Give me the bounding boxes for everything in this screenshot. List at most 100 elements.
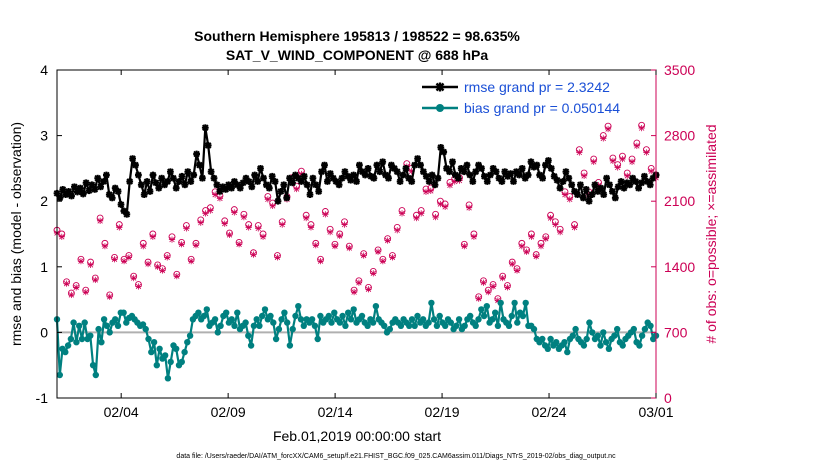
- rmse-point: [143, 178, 151, 185]
- rmse-point: [300, 172, 308, 180]
- obs-assimilated-marker: [303, 214, 310, 222]
- y-right-tick-label: 2100: [664, 193, 695, 209]
- rmse-point: [355, 161, 363, 169]
- bias-point: [539, 335, 546, 343]
- obs-assimilated-marker: [231, 209, 238, 216]
- rmse-point: [469, 178, 477, 185]
- obs-assimilated-marker: [192, 242, 200, 249]
- rmse-point: [323, 178, 331, 185]
- bias-point: [342, 322, 349, 329]
- obs-assimilated-marker: [322, 211, 329, 218]
- rmse-point: [646, 181, 654, 189]
- bias-point: [100, 316, 108, 323]
- obs-assimilated-marker: [350, 288, 358, 296]
- rmse-point: [198, 174, 206, 182]
- x-tick-label: 02/19: [425, 404, 460, 420]
- obs-assimilated-marker: [82, 288, 89, 296]
- rmse-series: [53, 124, 660, 218]
- y-right-tick-label: 3500: [664, 62, 695, 78]
- rmse-point: [146, 187, 154, 195]
- obs-assimilated-marker: [235, 241, 243, 248]
- obs-assimilated-marker: [159, 267, 166, 274]
- y-tick-label: 3: [40, 128, 48, 144]
- y-tick-label: 4: [40, 62, 48, 78]
- obs-assimilated-marker: [518, 243, 525, 250]
- obs-assimilated-marker: [221, 220, 228, 227]
- obs-assimilated-marker: [216, 195, 224, 202]
- obs-assimilated-marker: [604, 125, 612, 133]
- obs-assimilated-marker: [164, 254, 171, 261]
- bias-point: [372, 303, 380, 310]
- bias-point: [350, 306, 357, 313]
- bias-point: [600, 329, 607, 336]
- obs-assimilated-marker: [97, 217, 104, 225]
- obs-assimilated-marker: [542, 235, 549, 242]
- rmse-point: [126, 178, 134, 185]
- bias-point: [505, 322, 513, 329]
- rmse-point: [265, 184, 273, 192]
- obs-assimilated-marker: [77, 258, 85, 265]
- bias-point: [153, 362, 160, 369]
- obs-assimilated-marker: [202, 210, 209, 217]
- obs-assimilated-marker: [576, 149, 583, 156]
- rmse-point: [626, 181, 634, 189]
- bias-point: [442, 322, 449, 329]
- obs-assimilated-marker: [355, 279, 363, 286]
- rmse-point: [449, 158, 456, 166]
- bias-point: [508, 312, 515, 320]
- legend: rmse grand pr = 2.3242 bias grand pr = 0…: [422, 79, 620, 116]
- obs-assimilated-marker: [264, 196, 271, 203]
- bias-point: [112, 316, 119, 323]
- rmse-point: [190, 171, 198, 179]
- obs-assimilated-marker: [580, 172, 588, 180]
- rmse-point: [396, 178, 404, 185]
- rmse-point: [620, 184, 628, 192]
- bias-point: [455, 316, 463, 323]
- rmse-point: [606, 181, 613, 189]
- rmse-point: [591, 181, 599, 189]
- bias-point: [92, 371, 100, 379]
- rmse-point: [498, 178, 506, 185]
- bias-point: [522, 299, 529, 307]
- obs-assimilated-marker: [384, 237, 391, 244]
- obs-assimilated-marker: [307, 224, 315, 231]
- bias-point: [336, 319, 344, 326]
- bias-point: [419, 316, 427, 323]
- rmse-point: [559, 178, 567, 185]
- rmse-point: [155, 184, 163, 192]
- rmse-point: [431, 181, 439, 189]
- rmse-point: [100, 178, 107, 185]
- bias-point: [339, 312, 346, 320]
- y-axis-label: rmse and bias (model - observation): [8, 122, 24, 346]
- y-tick-label: 1: [40, 259, 48, 275]
- bias-point: [433, 322, 441, 329]
- bias-point: [162, 352, 169, 359]
- rmse-point: [341, 168, 349, 176]
- rmse-point: [638, 179, 645, 187]
- bias-point: [572, 325, 579, 333]
- bias-point: [561, 339, 568, 346]
- bias-point: [295, 303, 302, 310]
- bias-point: [231, 322, 238, 329]
- bias-point: [267, 312, 274, 320]
- obs-assimilated-marker: [446, 182, 454, 189]
- bias-point: [347, 316, 355, 323]
- rmse-point: [577, 181, 584, 189]
- obs-assimilated-marker: [513, 267, 521, 274]
- obs-assimilated-marker: [528, 233, 535, 240]
- bias-point: [472, 322, 479, 329]
- obs-assimilated-marker: [245, 224, 252, 231]
- y-axis-right-label: # of obs: o=possible; ×=assimilated: [703, 124, 719, 343]
- rmse-point: [611, 194, 619, 202]
- rmse-point: [306, 191, 314, 199]
- obs-assimilated-marker: [609, 157, 616, 165]
- bias-point: [120, 309, 127, 316]
- rmse-point: [213, 181, 221, 189]
- rmse-point: [600, 191, 608, 199]
- obs-assimilated-marker: [600, 135, 607, 142]
- bias-point: [123, 319, 130, 326]
- bias-point: [300, 322, 307, 329]
- bias-point: [619, 342, 626, 349]
- bias-point: [553, 339, 560, 346]
